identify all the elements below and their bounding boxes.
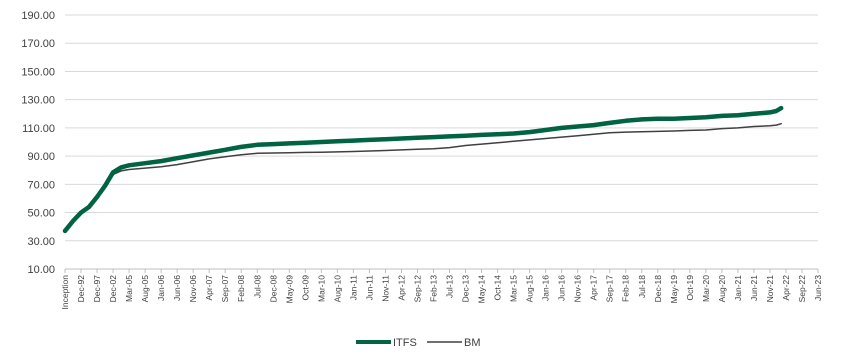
- y-tick-label: 30.00: [27, 236, 55, 248]
- x-axis-ticks: Inception Dec-92 Dec-97 Dec-02 Mar-05 Aug-05 J…: [60, 269, 823, 310]
- y-tick-label: 10.00: [27, 264, 55, 276]
- x-tick-label: Apr-17: [589, 275, 599, 301]
- series-line-itfs: [62, 105, 784, 234]
- x-tick-label: Aug-05: [140, 275, 150, 303]
- y-tick-label: 130.00: [21, 95, 55, 107]
- x-tick-label: Sep-22: [797, 275, 807, 303]
- x-tick-label: May-19: [669, 275, 679, 304]
- x-tick-label: Dec-02: [108, 275, 118, 303]
- x-tick-label: Jul-08: [252, 275, 262, 298]
- gridlines: [65, 14, 818, 242]
- x-tick-label: Jun-23: [813, 275, 823, 301]
- y-tick-label: 190.00: [21, 10, 55, 22]
- x-tick-label: Feb-13: [428, 275, 438, 302]
- x-tick-label: Mar-15: [509, 275, 519, 302]
- x-tick-label: Jun-21: [749, 275, 759, 301]
- x-tick-label: Dec-97: [92, 275, 102, 303]
- x-tick-label: Aug-15: [525, 275, 535, 303]
- y-tick-label: 110.00: [22, 123, 55, 135]
- x-tick-label: Aug-10: [332, 275, 342, 303]
- x-tick-label: Aug-20: [717, 275, 727, 303]
- y-tick-label: 150.00: [21, 66, 55, 78]
- x-tick-label: Feb-18: [621, 275, 631, 302]
- y-tick-label: 70.00: [27, 179, 55, 191]
- x-tick-label: Sep-17: [605, 275, 615, 303]
- x-tick-label: Jan-16: [541, 275, 551, 301]
- series-line-bm: [64, 122, 782, 231]
- x-tick-label: Apr-22: [781, 275, 791, 301]
- series-lines: [62, 105, 784, 234]
- y-tick-label: 50.00: [27, 208, 55, 220]
- x-tick-label: Jun-11: [364, 275, 374, 301]
- x-tick-label: Inception: [60, 275, 70, 310]
- x-tick-label: Dec-13: [461, 275, 471, 303]
- x-tick-label: Mar-10: [316, 275, 326, 302]
- y-axis-ticks: 10.00 30.00 50.00 70.00 90.00 110.00 130.00 150…: [21, 10, 55, 276]
- y-tick-label: 170.00: [21, 38, 55, 50]
- x-tick-label: Jan-11: [348, 275, 358, 301]
- x-tick-label: Oct-09: [300, 275, 310, 301]
- x-tick-label: Apr-12: [396, 275, 406, 301]
- x-tick-label: Feb-08: [236, 275, 246, 302]
- x-tick-label: May-14: [477, 275, 487, 304]
- y-tick-label: 90.00: [27, 151, 55, 163]
- x-tick-label: Jul-18: [637, 275, 647, 298]
- x-tick-label: Oct-19: [685, 275, 695, 301]
- x-tick-label: Dec-18: [653, 275, 663, 303]
- x-tick-label: Nov-16: [573, 275, 583, 303]
- x-tick-label: May-09: [284, 275, 294, 304]
- x-tick-label: Jan-06: [156, 275, 166, 301]
- legend: ITFS BM: [356, 337, 481, 349]
- x-tick-label: Nov-06: [188, 275, 198, 303]
- legend-label-bm: BM: [464, 337, 481, 349]
- x-tick-label: Sep-07: [220, 275, 230, 303]
- x-tick-label: Sep-12: [412, 275, 422, 303]
- x-tick-label: Oct-14: [493, 275, 503, 301]
- x-tick-label: Nov-21: [765, 275, 775, 303]
- x-tick-label: Jul-13: [445, 275, 455, 298]
- x-tick-label: Jun-06: [172, 275, 182, 301]
- x-tick-label: Mar-20: [701, 275, 711, 302]
- x-tick-label: Jun-16: [557, 275, 567, 301]
- x-tick-label: Nov-11: [380, 275, 390, 302]
- x-tick-label: Apr-07: [204, 275, 214, 301]
- legend-label-itfs: ITFS: [393, 337, 417, 349]
- x-tick-label: Dec-92: [76, 275, 86, 303]
- x-tick-label: Dec-08: [268, 275, 278, 303]
- x-tick-label: Mar-05: [124, 275, 134, 302]
- x-tick-label: Jan-21: [733, 275, 743, 301]
